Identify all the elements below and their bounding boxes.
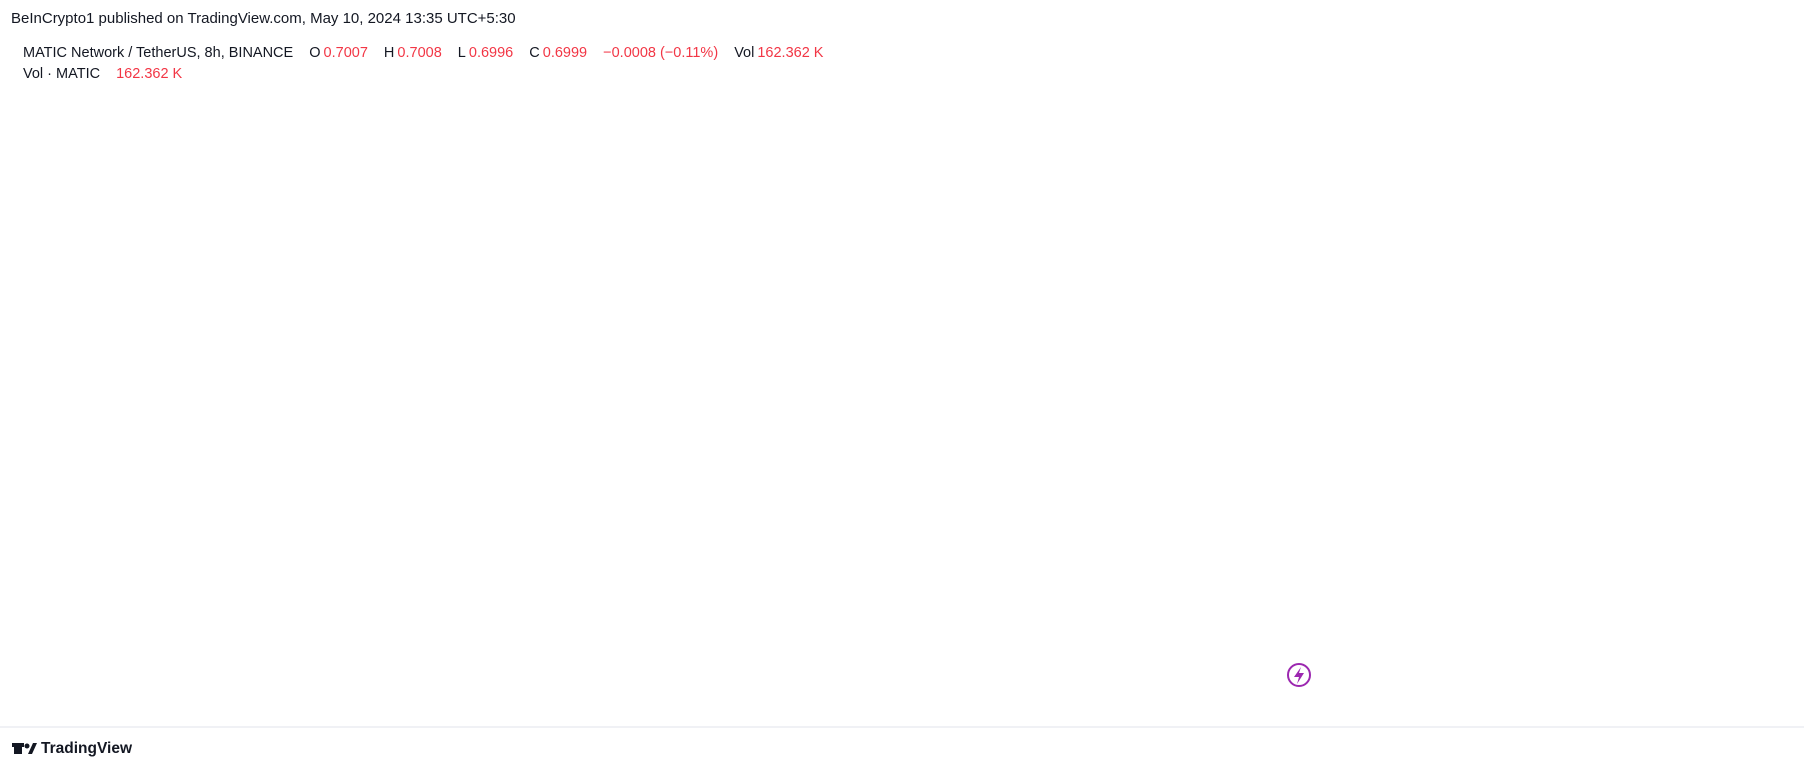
lightning-icon	[1287, 663, 1311, 687]
symbol: MATIC Network / TetherUS, 8h, BINANCE	[23, 45, 294, 61]
published-line: BeInCrypto1 published on TradingView.com…	[11, 10, 516, 27]
change: −0.0008 (−0.11%)	[603, 45, 719, 61]
l-key: L	[457, 45, 466, 61]
c-key: C	[529, 45, 540, 61]
l-value: 0.6996	[468, 45, 514, 61]
brand: TradingView	[41, 740, 133, 757]
o-value: 0.7007	[323, 45, 368, 61]
vol-key: Vol	[734, 45, 755, 61]
vol-value: 162.362 K	[757, 45, 824, 61]
vol-series: Vol · MATIC	[23, 66, 101, 82]
c-value: 0.6999	[542, 45, 588, 61]
o-key: O	[309, 45, 321, 61]
h-key: H	[383, 45, 395, 61]
h-value: 0.7008	[397, 45, 442, 61]
vol-series-value: 162.362 K	[116, 66, 183, 82]
tv-logo	[12, 743, 37, 754]
legend-volume: Vol · MATIC 162.362 K	[23, 66, 185, 82]
